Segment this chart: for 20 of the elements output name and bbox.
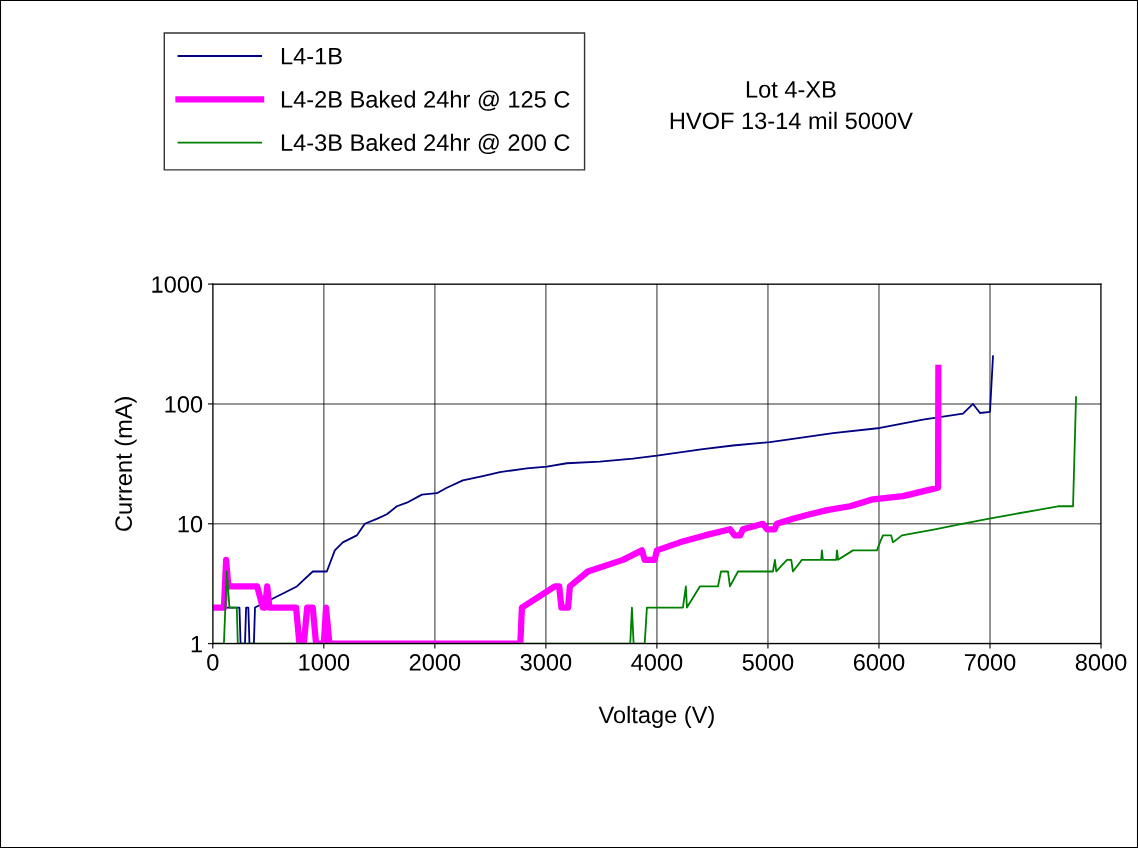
y-tick-label: 1 <box>191 635 202 653</box>
chart-title: Lot 4-XB <box>746 81 836 98</box>
legend-label: L4-1B <box>281 48 342 65</box>
legend-label: L4-3B Baked 24hr @ 200 C <box>281 133 570 155</box>
x-tick-label: 3000 <box>520 653 572 671</box>
x-tick-label: 0 <box>207 653 219 671</box>
x-tick-label: 8000 <box>1075 653 1127 671</box>
x-tick-label: 5000 <box>742 653 794 671</box>
x-tick-label: 7000 <box>964 653 1016 671</box>
x-axis-title: Voltage (V) <box>598 705 714 728</box>
y-axis-title: Current (mA) <box>114 397 137 531</box>
y-tick-label: 10 <box>178 515 203 533</box>
legend-label: L4-2B Baked 24hr @ 125 C <box>281 90 570 111</box>
x-tick-label: 6000 <box>853 653 905 671</box>
y-tick-label: 1000 <box>152 276 203 293</box>
x-tick-label: 4000 <box>631 653 683 671</box>
x-tick-label: 2000 <box>409 653 461 671</box>
x-tick-label: 1000 <box>299 653 350 671</box>
chart-subtitle: HVOF 13-14 mil 5000V <box>670 111 913 130</box>
y-tick-label: 100 <box>165 396 203 413</box>
